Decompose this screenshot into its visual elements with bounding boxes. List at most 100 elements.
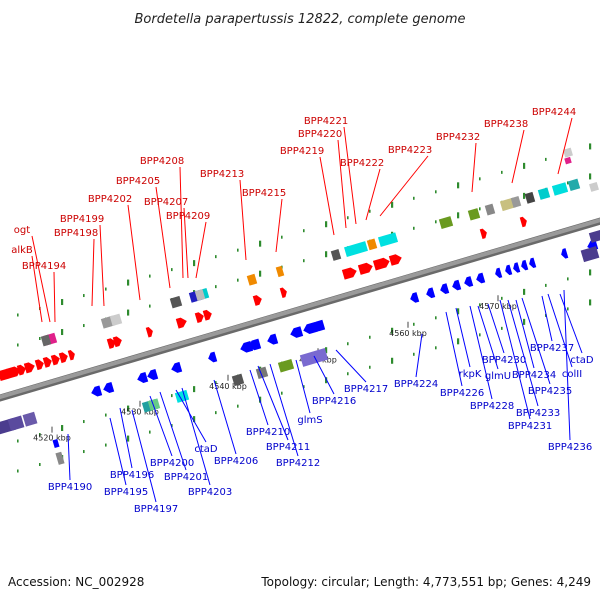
reverse-gene-arrow: [91, 385, 103, 397]
forward-label-leader: [275, 198, 283, 253]
reverse-label-leader: [295, 359, 311, 414]
reverse-gene-label: BPP4212: [276, 458, 320, 469]
feature-block: [22, 411, 38, 427]
reverse-gene-label: BPP4237: [530, 343, 574, 354]
reverse-label-leader: [541, 295, 553, 342]
genome-summary-text: Topology: circular; Length: 4,773,551 bp…: [260, 575, 591, 589]
guide-tick: [545, 283, 547, 287]
guide-tick: [17, 469, 19, 473]
guide-tick: [567, 181, 569, 185]
guide-tick: [457, 308, 460, 315]
scale-tick-label: 4560 kbp: [389, 329, 427, 338]
reverse-gene-label: BPP4211: [266, 442, 310, 453]
forward-gene-label: BPP4199: [60, 214, 104, 225]
reverse-gene-arrow: [103, 381, 115, 393]
guide-tick: [347, 216, 349, 220]
feature-block: [467, 208, 481, 221]
guide-tick: [259, 240, 262, 247]
reverse-gene-label: BPP4231: [508, 421, 552, 432]
forward-gene-label: BPP4198: [54, 228, 98, 239]
guide-tick: [479, 303, 481, 307]
reverse-gene-label: BPP4226: [440, 388, 484, 399]
guide-tick: [303, 229, 305, 233]
reverse-gene-arrow: [410, 292, 420, 303]
reverse-gene-label: colII: [562, 369, 582, 380]
forward-gene-label: BPP4220: [298, 129, 342, 140]
reverse-gene-label: glmS: [297, 415, 322, 426]
guide-tick: [523, 288, 526, 295]
reverse-gene-arrow: [476, 272, 486, 284]
reverse-gene-label: BPP4197: [134, 504, 178, 515]
guide-tick: [391, 327, 394, 334]
guide-tick: [435, 346, 437, 350]
forward-label-leader: [31, 255, 43, 323]
forward-label-leader: [183, 207, 189, 279]
feature-block: [52, 438, 60, 449]
reverse-label-leader: [213, 379, 237, 455]
forward-label-leader: [379, 155, 429, 217]
feature-block: [194, 289, 206, 301]
labels-layer: ogt alkB BPP4194 BPP4198 BPP4199 BPP4202 BPP42…: [11, 107, 594, 515]
reverse-gene-label: BPP4195: [104, 487, 148, 498]
guide-tick: [501, 296, 503, 300]
reverse-gene-label: BPP4233: [516, 408, 560, 419]
guide-tick: [457, 182, 460, 189]
feature-block: [169, 295, 183, 309]
feature-block: [40, 334, 52, 347]
guide-tick: [501, 326, 503, 330]
forward-gene-arrow: [175, 317, 187, 329]
feature-block: [55, 451, 65, 465]
reverse-label-leader: [181, 387, 211, 486]
guide-tick: [61, 299, 64, 306]
reverse-gene-label: BPP4200: [150, 458, 194, 469]
reverse-gene-arrow: [452, 279, 462, 291]
reverse-gene-arrow: [147, 368, 159, 381]
guide-tick: [589, 173, 592, 180]
feature-block: [551, 182, 569, 196]
reverse-gene-arrow: [208, 351, 218, 363]
forward-label-leader: [179, 166, 184, 279]
reverse-label-leader: [445, 311, 463, 387]
guide-tick: [83, 324, 85, 328]
forward-gene-arrow: [42, 357, 52, 368]
feature-block: [589, 181, 599, 192]
forward-gene-arrow: [388, 254, 402, 266]
reverse-gene-arrow: [521, 259, 529, 271]
reverse-gene-label: BPP4216: [312, 396, 356, 407]
forward-label-leader: [91, 238, 95, 307]
guide-tick: [61, 329, 64, 336]
guide-tick: [545, 157, 547, 161]
feature-block: [277, 358, 295, 373]
reverse-label-leader: [269, 363, 299, 457]
guide-tick: [413, 196, 415, 200]
guide-tick: [237, 278, 239, 282]
reverse-gene-arrow: [426, 287, 436, 299]
guide-tick: [347, 342, 349, 346]
guide-tick: [369, 209, 371, 213]
reverse-label-leader: [469, 305, 493, 400]
reverse-gene-label: rkpK: [459, 369, 482, 380]
forward-gene-label: BPP4209: [166, 211, 210, 222]
reverse-label-leader: [507, 299, 539, 407]
forward-gene-label: BPP4205: [116, 176, 160, 187]
reverse-label-leader: [249, 369, 269, 426]
guide-tick: [105, 413, 107, 417]
reverse-label-leader: [499, 299, 531, 420]
reverse-gene-arrow: [171, 361, 183, 373]
feature-block: [147, 398, 161, 411]
scale-tick-label: 4570 kbp: [479, 302, 517, 311]
feature-block: [563, 147, 573, 158]
guide-tick: [259, 270, 262, 277]
reverse-label-leader: [563, 289, 571, 441]
guide-tick: [193, 260, 196, 267]
reverse-gene-arrow: [505, 264, 513, 276]
reverse-label-leader: [175, 389, 207, 443]
forward-gene-arrow: [106, 338, 116, 349]
forward-label-leader: [343, 126, 357, 225]
guide-tick: [83, 450, 85, 454]
forward-gene-arrow: [16, 364, 26, 376]
guide-tick: [325, 251, 328, 258]
reverse-gene-arrow: [529, 257, 537, 269]
forward-gene-arrow: [5, 366, 21, 379]
guide-tick: [589, 143, 592, 150]
